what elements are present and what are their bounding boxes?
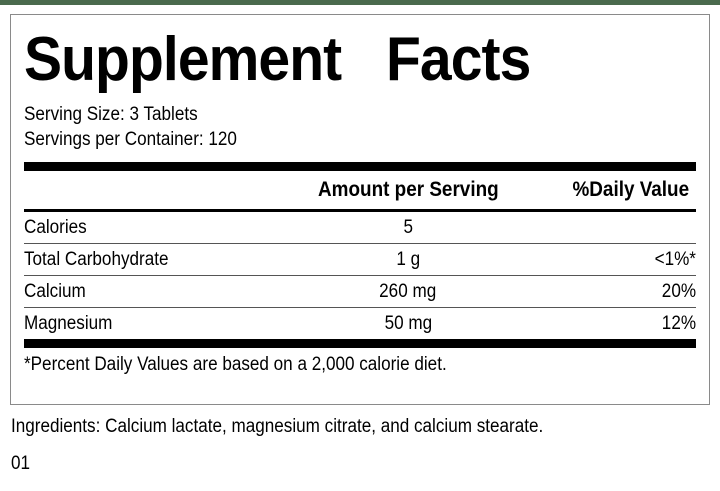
facts-panel-content: Supplement Facts Serving Size: 3 Tablets… xyxy=(24,15,696,379)
supplement-facts-title: Supplement Facts xyxy=(24,25,531,94)
table-header-row: Amount per Serving %Daily Value xyxy=(24,171,696,209)
row-divider xyxy=(24,275,696,276)
table-row: Magnesium 50 mg 12% xyxy=(24,308,696,339)
nutrient-name: Total Carbohydrate xyxy=(24,249,169,270)
nutrient-rows-table: Total Carbohydrate 1 g <1%* xyxy=(24,244,696,275)
row-divider xyxy=(24,307,696,308)
nutrition-facts-table: Amount per Serving %Daily Value xyxy=(24,171,696,209)
nutrient-rows-table: Calories 5 xyxy=(24,212,696,243)
table-row: Calories 5 xyxy=(24,212,696,243)
header-daily-value: %Daily Value xyxy=(572,178,690,201)
nutrient-amount: 5 xyxy=(403,217,413,238)
ingredients-line: Ingredients: Calcium lactate, magnesium … xyxy=(11,416,544,437)
nutrient-amount: 50 mg xyxy=(384,313,432,334)
nutrient-name: Calories xyxy=(24,217,87,238)
nutrient-amount: 260 mg xyxy=(379,281,437,302)
rule-below-header xyxy=(24,209,696,212)
top-accent-bar xyxy=(0,0,720,5)
table-row: Total Carbohydrate 1 g <1%* xyxy=(24,244,696,275)
document-code: 01 xyxy=(11,453,31,474)
nutrient-daily-value: <1%* xyxy=(654,249,696,270)
nutrient-amount: 1 g xyxy=(396,249,420,270)
nutrient-name: Calcium xyxy=(24,281,86,302)
servings-per-container-line: Servings per Container: 120 xyxy=(24,129,237,150)
serving-size-line: Serving Size: 3 Tablets xyxy=(24,104,198,125)
nutrient-name: Magnesium xyxy=(24,313,113,334)
nutrient-daily-value: 20% xyxy=(661,281,696,302)
daily-value-footnote: *Percent Daily Values are based on a 2,0… xyxy=(24,354,447,375)
serving-info: Serving Size: 3 Tablets Servings per Con… xyxy=(24,102,696,152)
nutrient-rows-table: Calcium 260 mg 20% xyxy=(24,276,696,307)
nutrient-daily-value xyxy=(524,212,696,243)
nutrient-daily-value: 12% xyxy=(661,313,696,334)
nutrient-rows-table: Magnesium 50 mg 12% xyxy=(24,308,696,339)
rule-below-rows xyxy=(24,339,696,348)
header-amount-per-serving: Amount per Serving xyxy=(317,178,499,201)
table-row: Calcium 260 mg 20% xyxy=(24,276,696,307)
rule-above-header xyxy=(24,162,696,171)
supplement-facts-panel: Supplement Facts Serving Size: 3 Tablets… xyxy=(10,14,710,405)
row-divider xyxy=(24,243,696,244)
header-nutrient xyxy=(24,171,292,209)
